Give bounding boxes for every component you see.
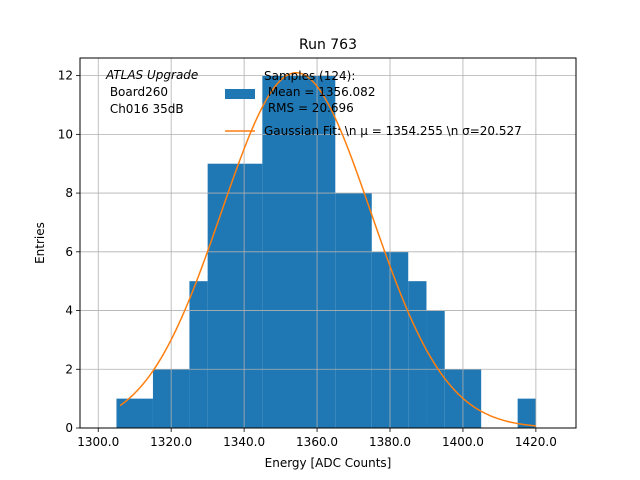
y-axis-label: Entries xyxy=(33,222,47,264)
y-tick-label-3: 6 xyxy=(65,245,73,259)
y-axis-ticks: 0 2 4 6 8 10 12 xyxy=(58,69,80,435)
y-tick-label-2: 4 xyxy=(65,304,73,318)
histogram-bar-2 xyxy=(189,281,208,428)
x-tick-label-1: 1320.0 xyxy=(150,435,192,449)
annotation-line-2: Board260 xyxy=(106,85,168,99)
legend-samples-line-1: Samples (124): xyxy=(264,69,355,83)
x-tick-label-4: 1380.0 xyxy=(369,435,411,449)
legend-samples-line-3: RMS = 20.696 xyxy=(264,101,354,115)
y-tick-label-6: 12 xyxy=(58,69,73,83)
x-axis-ticks: 1300.0 1320.0 1340.0 1360.0 1380.0 1400.0 1420… xyxy=(77,428,557,449)
annotation-line-1: ATLAS Upgrade xyxy=(105,68,198,82)
chart-title: Run 763 xyxy=(299,37,357,53)
y-tick-label-4: 8 xyxy=(65,186,73,200)
histogram-bar-3 xyxy=(207,163,263,428)
legend-samples-line-2: Mean = 1356.082 xyxy=(264,85,375,99)
grid-lines xyxy=(80,58,576,429)
y-tick-label-5: 10 xyxy=(58,127,73,141)
annotation-line-3: Ch016 35dB xyxy=(106,102,184,116)
atlas-annotation: ATLAS Upgrade Board260 Ch016 35dB xyxy=(105,68,198,116)
x-tick-label-5: 1400.0 xyxy=(442,435,484,449)
x-tick-label-6: 1420.0 xyxy=(515,435,557,449)
gaussian-fit-curve xyxy=(119,71,536,427)
legend-fit-label: Gaussian Fit: \n μ = 1354.255 \n σ=20.52… xyxy=(264,124,522,138)
x-tick-label-3: 1360.0 xyxy=(296,435,338,449)
y-tick-label-1: 2 xyxy=(65,362,73,376)
legend: Samples (124): Mean = 1356.082 RMS = 20.… xyxy=(225,69,522,138)
histogram-bar-7 xyxy=(408,281,427,428)
x-tick-label-0: 1300.0 xyxy=(77,435,119,449)
x-tick-label-2: 1340.0 xyxy=(223,435,265,449)
x-axis-label: Energy [ADC Counts] xyxy=(265,456,392,470)
histogram-bar-10 xyxy=(517,398,536,428)
legend-swatch-samples xyxy=(225,89,255,99)
histogram-bar-0 xyxy=(116,398,153,428)
y-tick-label-0: 0 xyxy=(65,421,73,435)
plot-frame xyxy=(79,57,577,429)
